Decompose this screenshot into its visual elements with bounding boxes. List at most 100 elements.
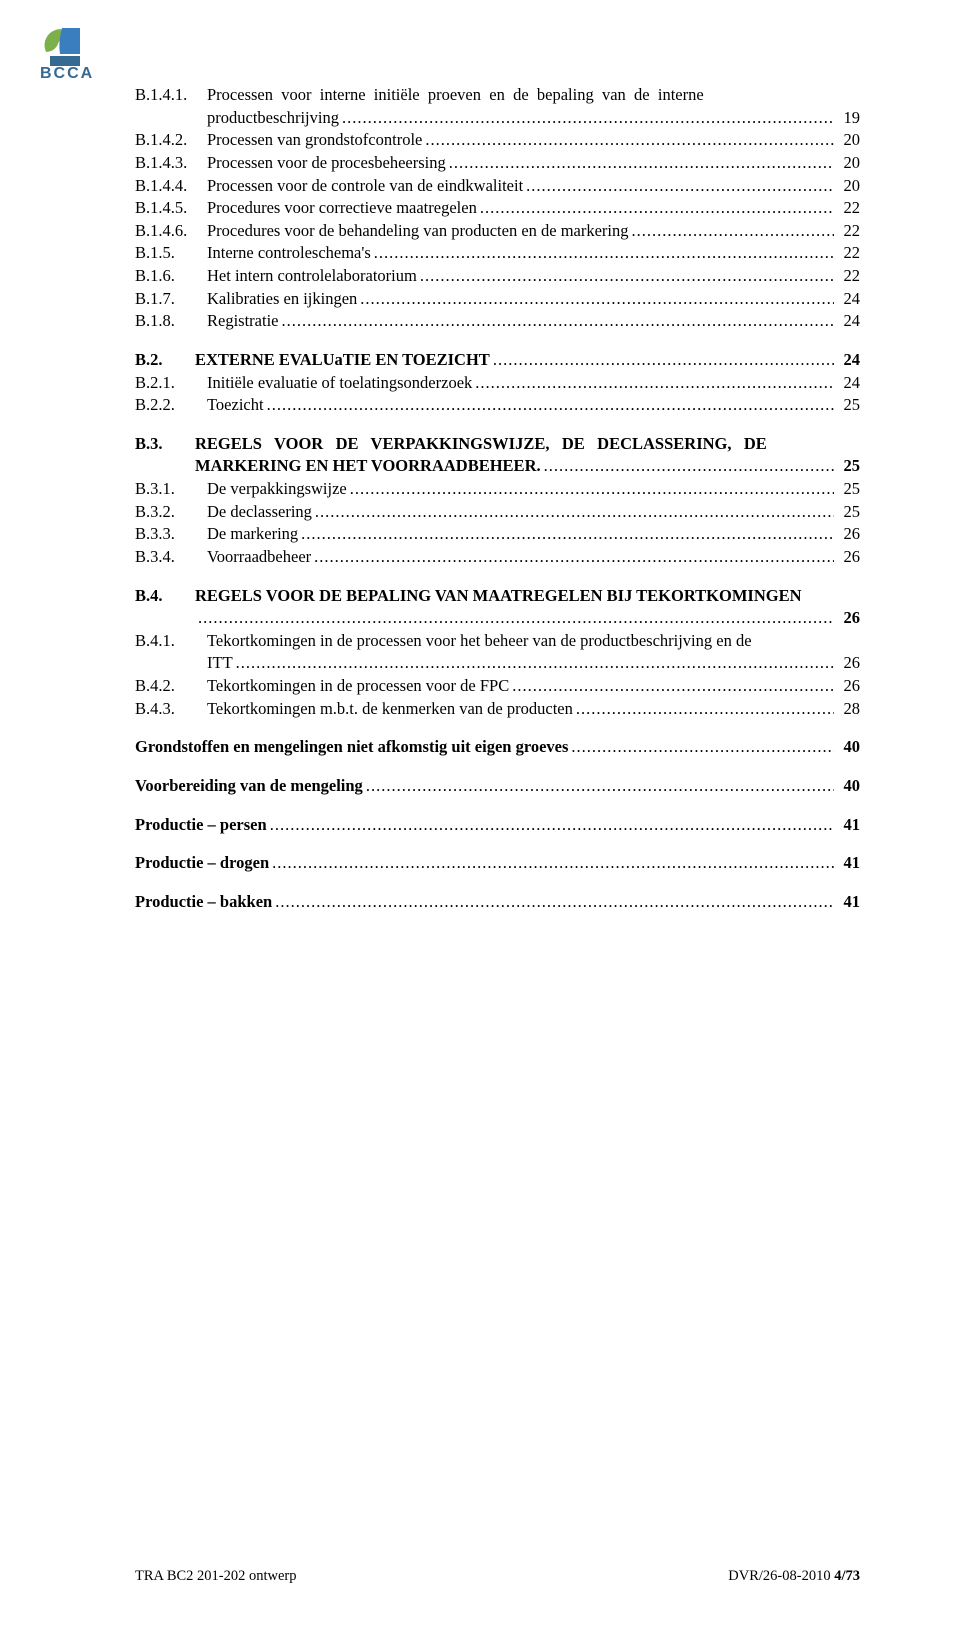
- toc-dots: [363, 776, 834, 797]
- toc-dots: [267, 815, 834, 836]
- toc-label: De declassering: [207, 502, 312, 523]
- toc-dots: [311, 547, 834, 568]
- toc-page: 22: [834, 266, 860, 287]
- toc-number: B.1.4.1.: [135, 85, 207, 106]
- toc-label: Productie – bakken: [135, 892, 272, 913]
- toc-standalone: Productie – drogen 41: [135, 853, 860, 874]
- toc-dots: [233, 653, 834, 674]
- toc-dots: [371, 243, 834, 264]
- toc-number: B.1.4.3.: [135, 153, 207, 174]
- toc-entry: B.3.2. De declassering 25: [135, 502, 860, 523]
- toc-number: B.3.4.: [135, 547, 207, 568]
- toc-label: Productie – drogen: [135, 853, 269, 874]
- toc-dots: [417, 266, 834, 287]
- toc-entry: B.4.3. Tekortkomingen m.b.t. de kenmerke…: [135, 699, 860, 720]
- toc-entry-continuation: ITT 26: [207, 653, 860, 674]
- toc-section: B.2. EXTERNE EVALUaTIE EN TOEZICHT 24: [135, 350, 860, 371]
- toc-label-cont: productbeschrijving: [207, 108, 339, 129]
- toc-entry: B.1.4.6. Procedures voor de behandeling …: [135, 221, 860, 242]
- toc-number: B.2.: [135, 350, 195, 371]
- toc-standalone: Productie – persen 41: [135, 815, 860, 836]
- toc-entry: B.3.4. Voorraadbeheer 26: [135, 547, 860, 568]
- toc-section-continuation: 26: [195, 608, 860, 629]
- toc-page: 20: [834, 153, 860, 174]
- toc-number: B.4.2.: [135, 676, 207, 697]
- toc-entry: B.2.1. Initiële evaluatie of toelatingso…: [135, 373, 860, 394]
- toc-label: Tekortkomingen in de processen voor de F…: [207, 676, 509, 697]
- logo: BCCA: [32, 20, 104, 93]
- toc-page: 41: [834, 853, 860, 874]
- footer-date: DVR/26-08-2010: [728, 1568, 834, 1584]
- toc-section: B.3. REGELS VOOR DE VERPAKKINGSWIJZE, DE…: [135, 434, 860, 455]
- toc-page: 28: [834, 699, 860, 720]
- footer-page-number: 4/73: [834, 1568, 860, 1584]
- toc-entry: B.1.4.3. Processen voor de procesbeheers…: [135, 153, 860, 174]
- toc-page: 25: [834, 479, 860, 500]
- toc-page: 41: [834, 815, 860, 836]
- toc-label: Het intern controlelaboratorium: [207, 266, 417, 287]
- toc-dots: [278, 311, 834, 332]
- toc-number: B.1.7.: [135, 289, 207, 310]
- toc-dots: [298, 524, 834, 545]
- logo-text: BCCA: [40, 65, 94, 82]
- toc-label: Productie – persen: [135, 815, 267, 836]
- toc-label: Initiële evaluatie of toelatingsonderzoe…: [207, 373, 472, 394]
- toc-dots: [477, 198, 834, 219]
- toc-label: Interne controleschema's: [207, 243, 371, 264]
- toc-entry: B.2.2. Toezicht 25: [135, 395, 860, 416]
- toc-label: Voorbereiding van de mengeling: [135, 776, 363, 797]
- toc-dots: [339, 108, 834, 129]
- toc-label: De verpakkingswijze: [207, 479, 347, 500]
- toc-page: 19: [834, 108, 860, 129]
- toc-section-continuation: MARKERING EN HET VOORRAADBEHEER. 25: [195, 456, 860, 477]
- toc-dots: [446, 153, 834, 174]
- toc-standalone: Productie – bakken 41: [135, 892, 860, 913]
- bcca-logo-icon: BCCA: [32, 20, 104, 88]
- toc-entry: B.3.1. De verpakkingswijze 25: [135, 479, 860, 500]
- toc-entry: B.1.4.1. Processen voor interne initiële…: [135, 85, 860, 106]
- toc-dots: [509, 676, 834, 697]
- toc-page: 25: [834, 456, 860, 477]
- toc-label: Tekortkomingen m.b.t. de kenmerken van d…: [207, 699, 573, 720]
- toc-dots: [269, 853, 834, 874]
- toc-label: Toezicht: [207, 395, 264, 416]
- toc-number: B.1.4.4.: [135, 176, 207, 197]
- toc-label: Processen voor de controle van de eindkw…: [207, 176, 523, 197]
- toc-entry: B.1.7. Kalibraties en ijkingen 24: [135, 289, 860, 310]
- footer-right: DVR/26-08-2010 4/73: [728, 1568, 860, 1585]
- page-footer: TRA BC2 201-202 ontwerp DVR/26-08-2010 4…: [135, 1568, 860, 1585]
- toc-page: 20: [834, 130, 860, 151]
- toc-dots: [472, 373, 834, 394]
- toc-label: Registratie: [207, 311, 278, 332]
- toc-label: Procedures voor de behandeling van produ…: [207, 221, 629, 242]
- toc-label: Processen voor de procesbeheersing: [207, 153, 446, 174]
- toc-entry: B.3.3. De markering 26: [135, 524, 860, 545]
- toc-page: 26: [834, 608, 860, 629]
- toc-page: 20: [834, 176, 860, 197]
- toc-page: 24: [834, 311, 860, 332]
- toc-entry: B.1.4.5. Procedures voor correctieve maa…: [135, 198, 860, 219]
- toc-page: 26: [834, 547, 860, 568]
- toc-page: 40: [834, 776, 860, 797]
- toc-dots: [357, 289, 834, 310]
- toc-page: 25: [834, 502, 860, 523]
- toc-label-cont: ITT: [207, 653, 233, 674]
- toc-number: B.2.2.: [135, 395, 207, 416]
- toc-dots: [523, 176, 834, 197]
- toc-page: 24: [834, 373, 860, 394]
- toc-dots: [422, 130, 834, 151]
- toc-dots: [541, 456, 834, 477]
- toc-dots: [272, 892, 834, 913]
- toc-number: B.1.8.: [135, 311, 207, 332]
- toc-label: De markering: [207, 524, 298, 545]
- toc-number: B.3.2.: [135, 502, 207, 523]
- toc-dots: [347, 479, 834, 500]
- toc-number: B.2.1.: [135, 373, 207, 394]
- toc-page: 22: [834, 243, 860, 264]
- toc-entry: B.4.2. Tekortkomingen in de processen vo…: [135, 676, 860, 697]
- toc-label: REGELS VOOR DE BEPALING VAN MAATREGELEN …: [195, 586, 802, 607]
- toc-dots: [312, 502, 834, 523]
- toc-page: 24: [834, 289, 860, 310]
- toc-standalone: Voorbereiding van de mengeling 40: [135, 776, 860, 797]
- toc-label: Processen voor interne initiële proeven …: [207, 85, 860, 106]
